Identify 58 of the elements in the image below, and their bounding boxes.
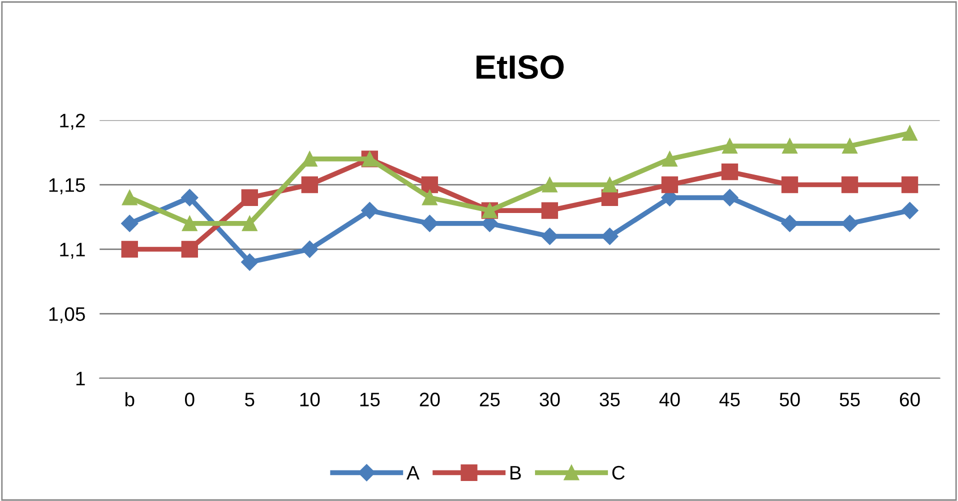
x-tick-label: 5 [245, 392, 254, 406]
x-tick-label: 50 [780, 392, 800, 406]
point [661, 176, 678, 194]
point [842, 138, 858, 154]
x-tick-label: 40 [659, 392, 680, 406]
point [841, 214, 858, 232]
point [242, 216, 258, 232]
x-tick-label: 0 [185, 392, 194, 406]
chart-title: EtISO [476, 55, 564, 79]
point [721, 164, 738, 180]
legend-label: B [510, 466, 521, 480]
point [301, 240, 318, 258]
point [121, 240, 138, 258]
point [721, 189, 738, 206]
point [121, 214, 138, 232]
point [841, 176, 858, 194]
point [782, 138, 798, 154]
y-tick-label: 1,2 [60, 114, 85, 130]
point [241, 189, 258, 206]
point [422, 190, 438, 206]
x-tick-label: 25 [480, 392, 500, 406]
point [902, 126, 918, 141]
point [302, 151, 318, 167]
legend-label: C [612, 466, 625, 480]
point [541, 202, 558, 219]
x-tick-label: 10 [300, 392, 320, 406]
point [602, 177, 618, 192]
point [421, 176, 438, 194]
point [361, 202, 378, 220]
point [542, 177, 558, 192]
point [722, 138, 738, 154]
x-tick-label: 15 [360, 392, 380, 406]
y-tick-label: 1 [76, 372, 85, 386]
x-tick-label: 60 [900, 392, 920, 406]
x-tick-label: 30 [540, 392, 560, 406]
point [601, 228, 618, 245]
point [541, 228, 558, 245]
y-tick-label: 1,1 [60, 242, 85, 259]
point [122, 190, 138, 206]
point [182, 216, 198, 232]
legend-label: A [406, 466, 420, 480]
point [301, 176, 318, 194]
point [181, 240, 198, 258]
point [901, 176, 918, 194]
point [421, 214, 438, 232]
x-tick-label: 35 [600, 392, 620, 406]
y-tick-label: 1,15 [49, 178, 85, 194]
point [241, 254, 258, 271]
point [781, 214, 798, 232]
point [781, 176, 798, 194]
x-tick-label: 45 [719, 392, 740, 406]
x-tick-label: 55 [840, 392, 860, 406]
point [662, 151, 678, 167]
x-tick-label: 20 [420, 392, 440, 406]
x-tick-label: b [125, 392, 134, 406]
y-tick-label: 1,05 [49, 307, 85, 324]
point [901, 202, 918, 220]
point [181, 189, 198, 206]
